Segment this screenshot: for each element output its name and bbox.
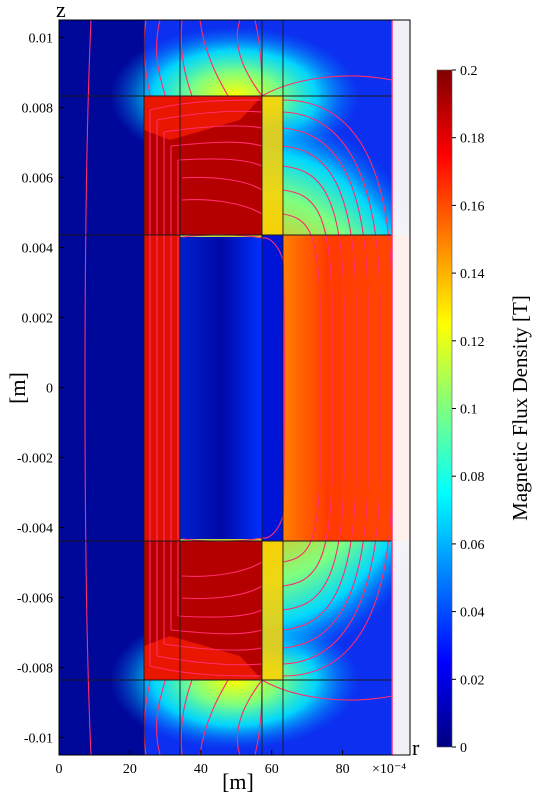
colorbar-tick-label: 0.12 (460, 335, 485, 350)
x-tick-label: 60 (265, 762, 279, 777)
y-tick-label: 0.01 (29, 32, 54, 47)
gap-strip-region (262, 235, 283, 541)
flux-line (282, 165, 345, 611)
x-axis-multiplier: ×10⁻⁴ (372, 762, 406, 777)
flux-line (181, 585, 263, 600)
flux-line (181, 199, 263, 215)
flux-line (143, 679, 151, 755)
x-axis-label: [m] (222, 769, 254, 794)
flux-line (181, 176, 263, 191)
plot-right-margin (392, 20, 410, 755)
flux-line (177, 158, 263, 167)
colorbar-tick-label: 0.16 (460, 199, 485, 214)
x-axis-name: r (412, 735, 420, 760)
left-column-region (59, 20, 144, 755)
y-axis-label: [m] (5, 372, 30, 404)
colorbar-ticks: 0 0.02 0.04 0.06 0.08 0.1 0.12 0.14 0.16 0.18 0.2 (452, 64, 485, 756)
flux-line (236, 20, 263, 97)
colorbar-tick-label: 0.2 (460, 64, 478, 79)
flux-line (156, 655, 263, 666)
colorbar (436, 69, 453, 748)
x-axis-ticks: 0 20 40 60 80 (56, 750, 350, 777)
flux-line (282, 127, 369, 649)
left-leg-region (144, 235, 180, 541)
inner-cavity-region (180, 237, 262, 539)
y-axis-name: z (56, 0, 66, 22)
flux-line (261, 237, 286, 539)
heatmap-plot-area (59, 20, 410, 755)
flux-line (282, 189, 333, 587)
x-tick-label: 80 (336, 762, 350, 777)
bottom-yoke-gradient (144, 636, 262, 680)
colorbar-tick-label: 0 (460, 741, 467, 756)
flux-line (156, 679, 166, 755)
flux-line (84, 20, 92, 755)
flux-line (163, 125, 263, 133)
y-tick-label: -0.01 (24, 732, 53, 747)
flux-line (199, 20, 229, 97)
y-tick-label: 0 (46, 382, 53, 397)
flux-line (170, 629, 263, 635)
y-tick-label: 0.004 (22, 242, 54, 257)
y-tick-label: -0.004 (17, 522, 53, 537)
flux-line (149, 99, 263, 111)
flux-line (282, 213, 321, 563)
flux-line (143, 20, 151, 97)
flux-line (236, 679, 263, 755)
x-tick-label: 40 (194, 762, 208, 777)
mesh-lines (59, 20, 392, 755)
colorbar-tick-label: 0.18 (460, 132, 485, 147)
colorbar-tick-label: 0.08 (460, 470, 485, 485)
y-tick-label: 0.008 (22, 102, 54, 117)
y-axis-ticks: 0.01 0.008 0.006 0.004 0.002 0 -0.002 -0.004 -0.… (17, 32, 64, 747)
flux-line (282, 111, 381, 665)
flux-line (177, 609, 263, 618)
colorbar-tick-label: 0.02 (460, 673, 485, 688)
flux-line (282, 145, 357, 631)
flux-line (149, 665, 263, 677)
y-tick-label: -0.008 (17, 662, 53, 677)
x-tick-label: 20 (123, 762, 137, 777)
flux-line (261, 75, 393, 97)
flux-line (156, 110, 263, 121)
flux-line (163, 643, 263, 651)
colorbar-tick-label: 0.14 (460, 267, 485, 282)
top-yoke-gradient (144, 96, 262, 140)
flux-line (181, 561, 263, 577)
colorbar-tick-label: 0.06 (460, 538, 485, 553)
y-tick-label: -0.002 (17, 452, 53, 467)
colorbar-tick-label: 0.04 (460, 606, 485, 621)
y-tick-label: 0.002 (22, 312, 54, 327)
flux-line (261, 679, 393, 701)
y-tick-label: 0.006 (22, 172, 54, 187)
gap-bottom-band (262, 541, 283, 680)
x-tick-label: 0 (56, 762, 63, 777)
flux-line (170, 141, 263, 147)
gap-top-band (262, 96, 283, 235)
flux-line (199, 679, 229, 755)
colorbar-label: Magnetic Flux Density [T] (508, 295, 532, 521)
outer-field-region (283, 235, 410, 541)
colorbar-tick-label: 0.1 (460, 403, 478, 418)
flux-line (180, 20, 193, 97)
flux-line (180, 679, 193, 755)
flux-line (156, 20, 166, 97)
y-tick-label: -0.006 (17, 592, 53, 607)
